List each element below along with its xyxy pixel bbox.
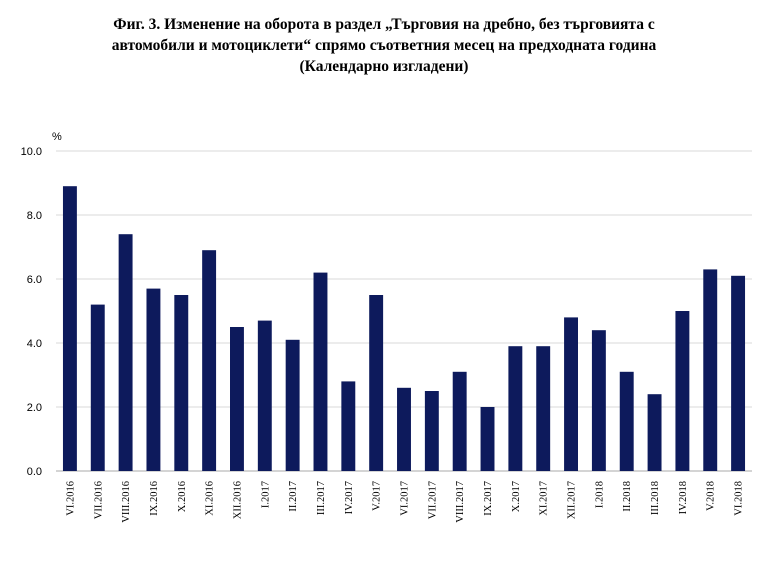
x-tick-label: VII.2016 [93, 481, 104, 519]
x-tick-label: V.2018 [706, 481, 717, 511]
y-tick-label: 6.0 [27, 274, 42, 286]
bar [146, 288, 161, 471]
bar [174, 295, 189, 471]
bar [675, 311, 690, 471]
y-tick-labels: 0.0 2.0 4.0 6.0 8.0 10.0 [21, 146, 42, 478]
y-tick-label: 10.0 [21, 146, 42, 158]
x-tick-label: X.2017 [511, 481, 522, 512]
bar [285, 339, 300, 471]
bar [202, 250, 217, 471]
x-tick-label: VI.2018 [734, 481, 745, 516]
bar [480, 407, 495, 471]
x-tick-label: III.2017 [316, 481, 327, 515]
x-tick-labels: VI.2016 VII.2016 VIII.2016 IX.2016 X.2016 XI.… [65, 481, 744, 523]
x-tick-label: VIII.2017 [455, 481, 466, 523]
bar [647, 394, 662, 471]
x-tick-label: II.2018 [622, 481, 633, 512]
chart-title-line-3: (Календарно изгладени) [299, 58, 469, 75]
bar [536, 346, 551, 471]
x-tick-label: III.2018 [650, 481, 661, 515]
bar [564, 317, 578, 471]
x-tick-label: XI.2016 [205, 481, 216, 516]
x-tick-label: VI.2016 [65, 481, 76, 516]
bar [257, 320, 272, 471]
bar [62, 186, 77, 471]
bar [369, 295, 384, 471]
bar [313, 272, 328, 471]
bar [424, 391, 439, 471]
y-tick-label: 8.0 [27, 210, 42, 222]
bar [90, 304, 105, 471]
x-tick-label: XI.2017 [539, 481, 550, 516]
x-tick-label: VI.2017 [400, 481, 411, 516]
bar [341, 381, 356, 471]
bar [591, 330, 606, 471]
x-tick-label: I.2018 [594, 481, 605, 508]
bar [731, 275, 746, 471]
bar [703, 269, 718, 471]
x-tick-label: I.2017 [260, 481, 271, 508]
chart-title: Фиг. 3. Изменение на оборота в раздел „Т… [0, 14, 768, 77]
chart-title-line-1: Фиг. 3. Изменение на оборота в раздел „Т… [113, 16, 655, 33]
bars [62, 186, 746, 471]
bar [230, 327, 244, 471]
bar [452, 371, 467, 471]
x-tick-label: XII.2017 [567, 481, 578, 519]
x-tick-label: VIII.2016 [121, 481, 132, 523]
bar [508, 346, 523, 471]
chart-title-line-2: автомобили и мотоциклети“ спрямо съответ… [111, 37, 657, 54]
y-tick-label: 4.0 [27, 338, 42, 350]
x-tick-label: IX.2017 [483, 481, 494, 516]
y-tick-label: 0.0 [27, 466, 42, 478]
bar [397, 387, 411, 471]
x-tick-label: XII.2016 [232, 481, 243, 519]
x-tick-label: IV.2018 [678, 481, 689, 514]
x-tick-label: IX.2016 [149, 481, 160, 516]
x-tick-label: IV.2017 [344, 481, 355, 514]
bar [118, 234, 133, 471]
y-tick-label: 2.0 [27, 402, 42, 414]
y-axis-unit-label: % [52, 131, 62, 143]
x-tick-label: II.2017 [288, 481, 299, 512]
bar [619, 371, 634, 471]
x-tick-label: VII.2017 [427, 481, 438, 519]
x-tick-label: X.2016 [177, 481, 188, 512]
x-tick-label: V.2017 [372, 481, 383, 511]
